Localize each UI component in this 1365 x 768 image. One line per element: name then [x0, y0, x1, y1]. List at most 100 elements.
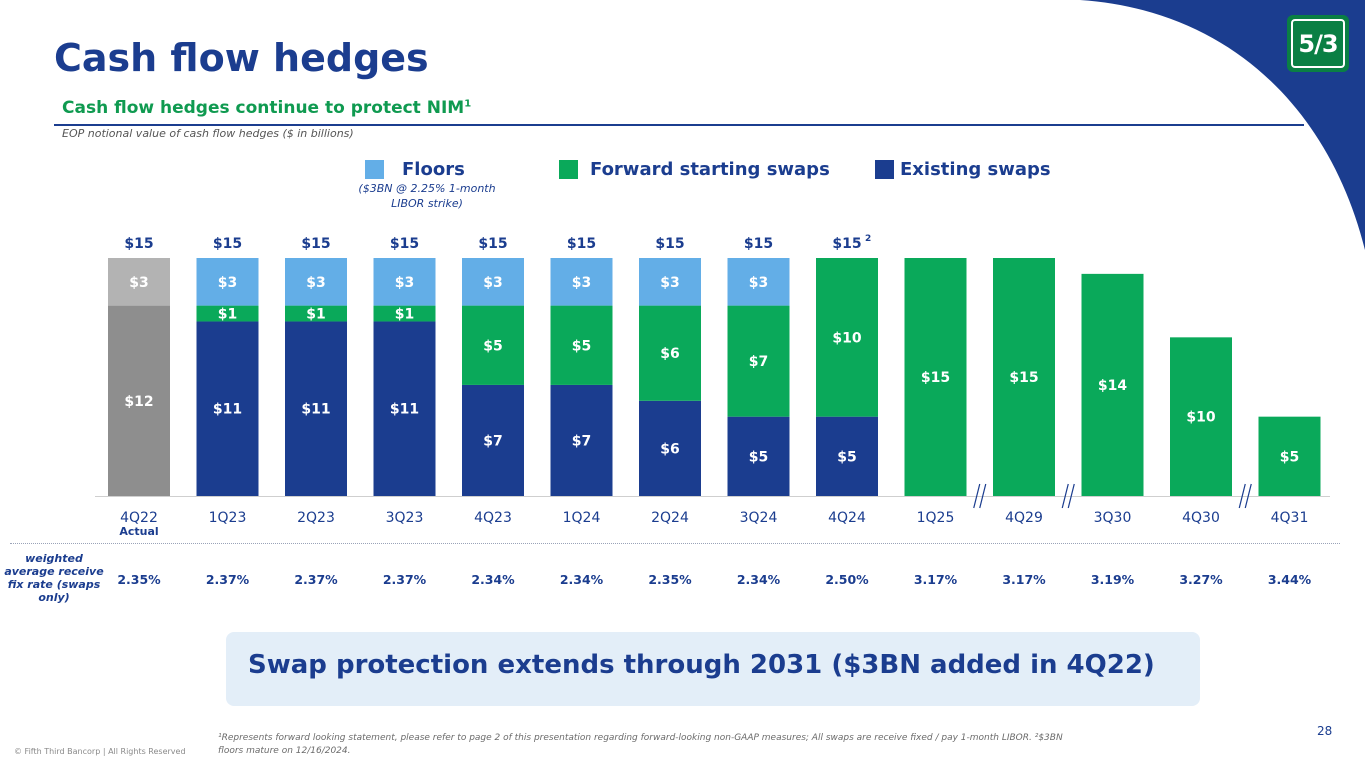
x-tick-label-4Q23: 4Q23 [474, 510, 512, 526]
logo-mark: 5/3 [1291, 19, 1345, 68]
bar-forward-starting-swaps-3Q23 [373, 305, 436, 322]
legend-forward-label: Forward starting swaps [590, 159, 830, 180]
x-tick-label-4Q22: 4Q22 [120, 510, 158, 526]
total-label-1Q23: $15 [213, 236, 242, 252]
bar-floors-2Q24 [639, 258, 701, 306]
subtitle-footnote-marker: 1 [464, 98, 472, 110]
subtitle-text: Cash flow hedges continue to protect NIM [62, 98, 465, 118]
data-label-floors-4Q23: $3 [483, 275, 502, 291]
bar-floors-3Q24 [727, 258, 790, 306]
page-title: Cash flow hedges [54, 36, 429, 80]
bar-floors-3Q23 [373, 258, 436, 306]
data-label-existing-swaps-3Q24: $5 [749, 449, 768, 465]
data-label-forward-starting-swaps-3Q23: $1 [395, 307, 414, 323]
rate-value-2Q24: 2.35% [648, 572, 692, 587]
bar-floors-1Q23 [196, 258, 259, 306]
data-label-forward-starting-swaps-4Q24: $10 [832, 330, 861, 346]
data-label-floors-1Q24: $3 [572, 275, 591, 291]
data-label-existing-swaps-4Q24: $5 [837, 449, 856, 465]
bar-forward-starting-swaps-3Q24 [727, 305, 790, 417]
x-tick-label-1Q25: 1Q25 [917, 510, 955, 526]
rate-value-1Q23: 2.37% [206, 572, 250, 587]
x-tick-label-4Q30: 4Q30 [1182, 510, 1220, 526]
data-label-forward-starting-swaps-1Q24: $5 [572, 338, 591, 354]
data-label-existing-swaps-1Q23: $11 [213, 402, 242, 418]
data-label-forward-starting-swaps-4Q31: $5 [1280, 449, 1299, 465]
data-label-floors-1Q23: $3 [218, 275, 237, 291]
bar-existing-swaps-3Q24 [727, 416, 790, 496]
axis-break-mark-4Q30-0 [1238, 483, 1246, 509]
total-label-2Q23: $15 [301, 236, 330, 252]
callout-box: Swap protection extends through 2031 ($3… [226, 632, 1200, 706]
axis-break-mark-4Q30-1 [1244, 483, 1252, 509]
bar-existing-swaps-4Q22 [108, 305, 170, 496]
bar-forward-starting-swaps-2Q23 [285, 305, 347, 322]
legend-floors-label: Floors [402, 159, 465, 180]
data-label-forward-starting-swaps-4Q30: $10 [1186, 410, 1215, 426]
x-tick-label-4Q31: 4Q31 [1271, 510, 1309, 526]
bar-forward-starting-swaps-4Q23 [462, 305, 524, 385]
rate-value-3Q23: 2.37% [383, 572, 427, 587]
rate-value-4Q23: 2.34% [471, 572, 515, 587]
data-label-forward-starting-swaps-3Q30: $14 [1098, 378, 1127, 394]
data-label-floors-4Q22: $3 [129, 275, 148, 291]
x-tick-label-3Q23: 3Q23 [386, 510, 424, 526]
rate-value-2Q23: 2.37% [294, 572, 338, 587]
bar-forward-starting-swaps-4Q24 [816, 258, 878, 417]
rate-value-4Q24: 2.50% [825, 572, 869, 587]
bar-forward-starting-swaps-4Q30 [1170, 337, 1232, 496]
bar-forward-starting-swaps-1Q25 [904, 258, 967, 496]
data-label-forward-starting-swaps-1Q23: $1 [218, 307, 237, 323]
rate-row-label: weighted average receive fix rate (swaps… [4, 552, 104, 604]
rate-value-4Q22: 2.35% [117, 572, 161, 587]
header-rule [54, 124, 1304, 126]
x-tick-label-4Q24: 4Q24 [828, 510, 866, 526]
legend-floors-swatch [365, 160, 384, 179]
total-label-2Q24: $15 [655, 236, 684, 252]
data-label-forward-starting-swaps-4Q29: $15 [1009, 370, 1038, 386]
copyright: © Fifth Third Bancorp | All Rights Reser… [14, 747, 186, 756]
rate-value-4Q30: 3.27% [1179, 572, 1223, 587]
data-label-existing-swaps-1Q24: $7 [572, 433, 591, 449]
bar-existing-swaps-4Q23 [462, 384, 524, 496]
page-number: 28 [1317, 724, 1333, 738]
rate-value-1Q24: 2.34% [560, 572, 604, 587]
data-label-floors-2Q23: $3 [306, 275, 325, 291]
bar-forward-starting-swaps-2Q24 [639, 305, 701, 401]
data-label-existing-swaps-2Q24: $6 [660, 441, 679, 457]
data-label-forward-starting-swaps-2Q23: $1 [306, 307, 325, 323]
data-label-existing-swaps-3Q23: $11 [390, 402, 419, 418]
bar-existing-swaps-4Q24 [816, 416, 878, 496]
total-label-3Q24: $15 [744, 236, 773, 252]
data-label-existing-swaps-2Q23: $11 [301, 402, 330, 418]
data-label-floors-2Q24: $3 [660, 275, 679, 291]
total-superscript-4Q24: 2 [865, 234, 871, 244]
data-label-floors-3Q24: $3 [749, 275, 768, 291]
fifth-third-logo: 5/3 [1287, 15, 1349, 72]
bar-forward-starting-swaps-3Q30 [1081, 273, 1144, 496]
rate-value-1Q25: 3.17% [914, 572, 958, 587]
total-label-4Q23: $15 [478, 236, 507, 252]
data-label-existing-swaps-4Q23: $7 [483, 433, 502, 449]
legend-existing-label: Existing swaps [900, 159, 1051, 180]
total-label-1Q24: $15 [567, 236, 596, 252]
axis-break-mark-4Q29-0 [1061, 483, 1069, 509]
x-tick-label-2Q23: 2Q23 [297, 510, 335, 526]
bar-forward-starting-swaps-1Q24 [550, 305, 613, 385]
legend-forward: Forward starting swaps [559, 159, 830, 180]
data-label-existing-swaps-4Q22: $12 [124, 394, 153, 410]
bar-floors-2Q23 [285, 258, 347, 306]
bar-forward-starting-swaps-4Q31 [1258, 416, 1321, 496]
page-subtitle: Cash flow hedges continue to protect NIM… [62, 98, 471, 118]
legend-existing-swatch [875, 160, 894, 179]
total-label-4Q22: $15 [124, 236, 153, 252]
x-tick-label-2Q24: 2Q24 [651, 510, 689, 526]
bar-existing-swaps-1Q23 [196, 321, 259, 496]
footnote: ¹Represents forward looking statement, p… [218, 733, 1063, 756]
axis-break-mark-4Q29-1 [1067, 483, 1075, 509]
rate-value-3Q24: 2.34% [737, 572, 781, 587]
x-tick-label-4Q29: 4Q29 [1005, 510, 1043, 526]
x-tick-sublabel-4Q22: Actual [119, 525, 158, 538]
x-tick-label-1Q23: 1Q23 [209, 510, 247, 526]
data-label-forward-starting-swaps-3Q24: $7 [749, 354, 768, 370]
